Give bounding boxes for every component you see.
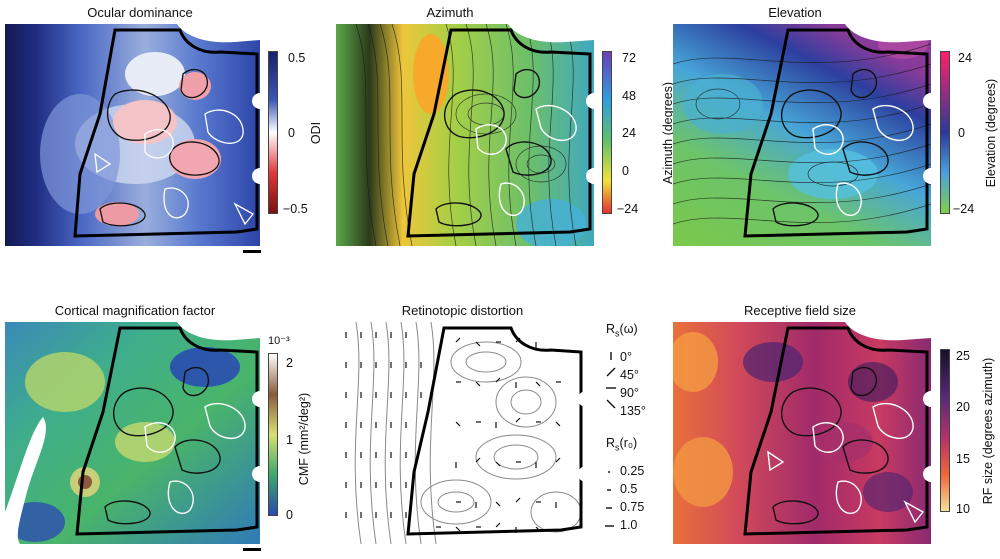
colorbar-tick: 0	[958, 126, 965, 140]
legend-magnitude: 0.75	[620, 500, 645, 514]
colorbar-tick: 1	[286, 433, 293, 447]
cmf-title: Cortical magnification factor	[54, 303, 216, 318]
colorbar-tick: 24	[958, 51, 972, 65]
legend-angle: 45°	[620, 368, 639, 382]
legend-magnitude: 0.25	[620, 464, 645, 478]
azimuth-map	[336, 24, 594, 246]
legend-magnitude: 1.0	[620, 518, 638, 532]
colorbar-tick: 0	[288, 126, 295, 140]
scale-bar	[243, 548, 261, 551]
colorbar-exponent: 10⁻³	[268, 335, 290, 347]
colorbar-label: ODI	[309, 121, 323, 145]
azimuth-colorbar	[602, 51, 612, 214]
legend-angle-glyphs	[606, 352, 616, 409]
colorbar-tick: 20	[956, 400, 970, 414]
colorbar-tick: 0	[286, 508, 293, 522]
colorbar-label: CMF (mm²/deg²)	[297, 392, 311, 486]
legend-mag-glyphs	[605, 471, 614, 527]
scale-bar	[243, 250, 261, 253]
legend-magnitude: 0.5	[620, 482, 638, 496]
colorbar-tick: 0	[622, 164, 629, 178]
legend-angle: 90°	[620, 386, 639, 400]
colorbar-tick: 0.5	[288, 51, 306, 65]
colorbar-tick: 25	[956, 349, 970, 363]
rf-size-title: Receptive field size	[744, 303, 856, 318]
colorbar-tick: −0.5	[283, 202, 308, 216]
distortion-title: Retinotopic distortion	[401, 303, 524, 318]
ocular-dominance-title: Ocular dominance	[87, 5, 193, 20]
legend-mag-heading: Rs(r₀)	[606, 436, 638, 453]
ocular-dominance-map	[5, 24, 260, 246]
rf-size-map	[673, 322, 931, 544]
ocular-dominance-colorbar	[268, 51, 278, 214]
colorbar-label: RF size (degrees azimuth)	[981, 357, 995, 505]
elevation-title: Elevation	[768, 5, 822, 20]
cmf-map	[5, 322, 260, 544]
legend-angle: 135°	[620, 404, 646, 418]
rf-size-colorbar	[940, 349, 950, 512]
colorbar-tick: −24	[617, 202, 639, 216]
colorbar-tick: 48	[622, 89, 636, 103]
elevation-map	[673, 24, 931, 246]
distortion-map	[336, 322, 594, 544]
colorbar-tick: 72	[622, 51, 636, 65]
azimuth-title: Azimuth	[426, 5, 474, 20]
elevation-colorbar	[940, 51, 950, 214]
colorbar-tick: 15	[956, 452, 970, 466]
colorbar-tick: 10	[956, 502, 970, 516]
colorbar-label: Elevation (degrees)	[984, 78, 998, 188]
legend-angle-heading: Rs(ω)	[606, 322, 638, 339]
colorbar-tick: −24	[953, 202, 975, 216]
colorbar-tick: 24	[622, 126, 636, 140]
legend-angle: 0°	[620, 350, 632, 364]
cmf-colorbar	[268, 353, 278, 516]
colorbar-tick: 2	[286, 356, 293, 370]
